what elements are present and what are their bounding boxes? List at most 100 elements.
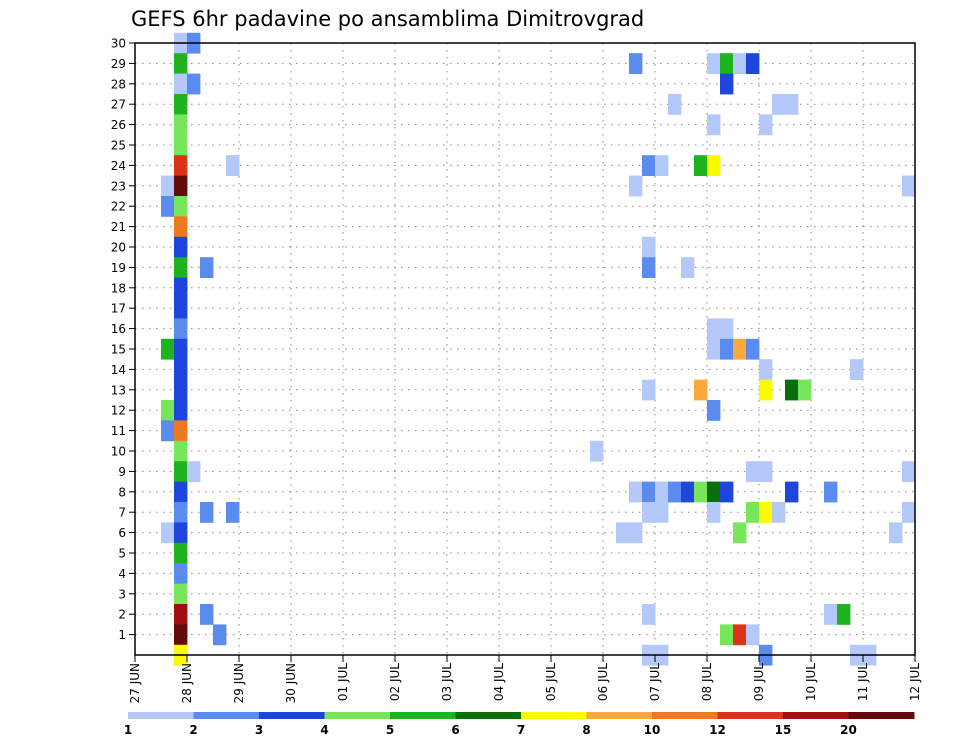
color-legend: 1 2 3 4 5 6 7 8 10 12 15 20	[124, 712, 915, 737]
heatmap-cell	[174, 583, 188, 605]
x-tick-label: 03 JUL	[440, 663, 454, 701]
heatmap-cell	[733, 624, 747, 646]
y-tick-label: 24	[111, 159, 126, 173]
y-tick-label: 19	[111, 261, 126, 275]
heatmap-cell	[681, 257, 695, 278]
heatmap-cell	[174, 298, 188, 319]
heatmap-cell	[161, 338, 175, 360]
heatmap-cell	[629, 481, 643, 503]
x-tick-label: 05 JUL	[544, 663, 558, 701]
heatmap-cell	[200, 604, 214, 625]
heatmap-cell	[174, 196, 188, 217]
heatmap-cell	[902, 502, 916, 523]
y-tick-label: 5	[118, 547, 126, 561]
legend-label: 10	[644, 723, 661, 737]
heatmap-cell	[174, 481, 188, 503]
y-tick-label: 23	[111, 179, 126, 193]
heatmap-cell	[668, 94, 682, 115]
y-tick-label: 4	[118, 567, 126, 581]
heatmap-cell	[642, 604, 656, 625]
heatmap-cell	[174, 73, 188, 95]
heatmap-cell	[681, 481, 695, 503]
heatmap-cell	[707, 318, 721, 340]
y-tick-label: 13	[111, 383, 126, 397]
legend-swatch	[324, 712, 391, 719]
heatmap-cell	[642, 481, 656, 503]
heatmap-cell	[707, 53, 721, 74]
heatmap-cell	[772, 94, 786, 115]
y-tick-label: 17	[111, 302, 126, 316]
heatmap-cell	[629, 175, 643, 197]
y-axis-ticks: 1234567891011121314151617181920212223242…	[111, 37, 135, 642]
heatmap-cell	[174, 563, 188, 584]
y-tick-label: 12	[111, 404, 126, 418]
legend-label: 3	[255, 723, 263, 737]
legend-label: 7	[517, 723, 525, 737]
heatmap-cell	[161, 400, 175, 421]
heatmap-cell	[707, 502, 721, 523]
heatmap-cell	[642, 257, 656, 278]
legend-label: 4	[320, 723, 328, 737]
heatmap-cell	[889, 522, 903, 544]
heatmap-cell	[174, 502, 188, 523]
y-tick-label: 22	[111, 200, 126, 214]
y-tick-label: 18	[111, 281, 126, 295]
heatmap-cell	[174, 420, 188, 442]
legend-swatch	[783, 712, 849, 719]
y-tick-label: 8	[118, 485, 126, 499]
heatmap-cell	[746, 53, 760, 74]
x-tick-label: 10 JUL	[804, 663, 818, 701]
heatmap-cell	[837, 604, 851, 625]
heatmap-cell	[759, 502, 773, 523]
heatmap-cells	[161, 32, 916, 666]
heatmap-cell	[759, 461, 773, 482]
y-tick-label: 3	[118, 587, 126, 601]
heatmap-cell	[694, 155, 708, 176]
heatmap-cell	[902, 175, 916, 197]
y-tick-label: 10	[111, 445, 126, 459]
heatmap-cell	[733, 53, 747, 74]
heatmap-cell	[642, 236, 656, 258]
legend-swatch	[259, 712, 325, 719]
x-tick-label: 29 JUN	[232, 663, 246, 703]
heatmap-cell	[720, 73, 734, 95]
heatmap-cell	[655, 155, 669, 176]
heatmap-cell	[746, 502, 760, 523]
heatmap-cell	[187, 73, 201, 95]
heatmap-cell	[200, 502, 214, 523]
heatmap-cell	[733, 522, 747, 544]
heatmap-cell	[772, 502, 786, 523]
legend-swatch	[586, 712, 653, 719]
heatmap-cell	[161, 175, 175, 197]
heatmap-cell	[616, 522, 630, 544]
heatmap-cell	[213, 624, 227, 646]
x-tick-label: 11 JUL	[856, 663, 870, 701]
heatmap-cell	[174, 257, 188, 278]
y-tick-label: 14	[111, 363, 126, 377]
heatmap-cell	[174, 522, 188, 544]
heatmap-cell	[902, 461, 916, 482]
heatmap-cell	[707, 400, 721, 421]
heatmap-cell	[174, 94, 188, 115]
x-tick-label: 02 JUL	[388, 663, 402, 701]
x-tick-label: 30 JUN	[284, 663, 298, 703]
y-tick-label: 30	[111, 37, 126, 51]
heatmap-cell	[174, 542, 188, 564]
y-tick-label: 7	[118, 506, 126, 520]
heatmap-cell	[174, 236, 188, 258]
legend-swatch	[652, 712, 718, 719]
heatmap-cell	[824, 604, 838, 625]
y-tick-label: 9	[118, 465, 126, 479]
chart-title: GEFS 6hr padavine po ansamblima Dimitrov…	[131, 7, 644, 31]
heatmap-cell	[174, 53, 188, 74]
x-tick-label: 07 JUL	[648, 663, 662, 701]
y-tick-label: 11	[111, 424, 126, 438]
x-tick-label: 01 JUL	[336, 663, 350, 701]
legend-label: 1	[124, 723, 132, 737]
heatmap-cell	[759, 359, 773, 380]
legend-swatch	[848, 712, 915, 719]
grid	[135, 43, 915, 655]
y-tick-label: 6	[118, 526, 126, 540]
heatmap-cell	[642, 502, 656, 523]
